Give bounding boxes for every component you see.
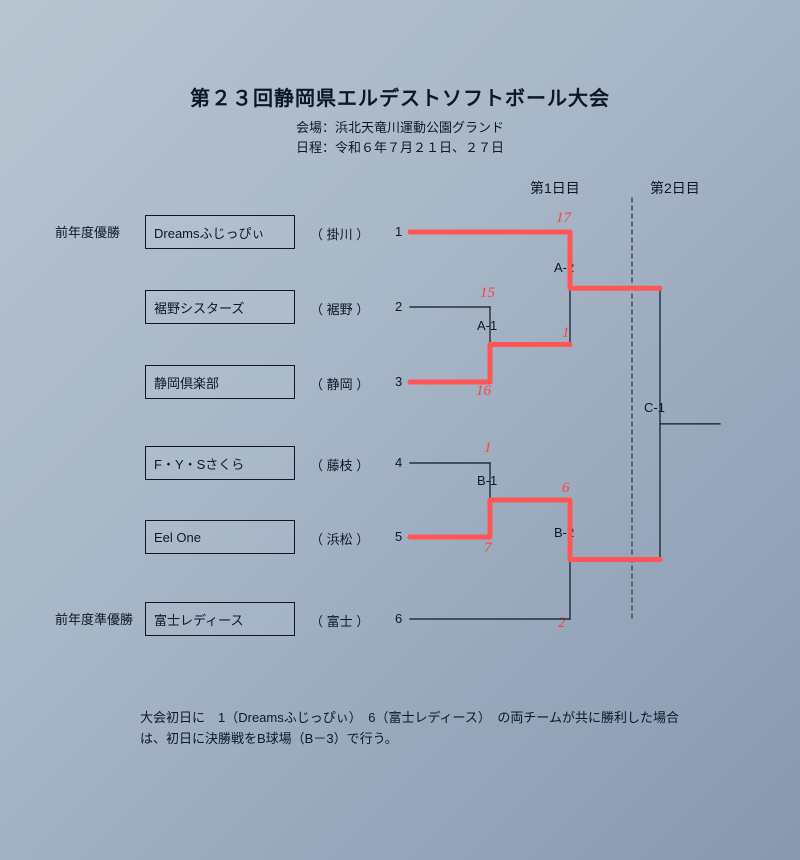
team-seed: 6 [395, 611, 402, 626]
team-seed: 5 [395, 529, 402, 544]
team-box: F・Y・Sさくら [145, 446, 295, 480]
match-c1: C-1 [644, 400, 665, 415]
venue-label: 会場： [296, 120, 335, 135]
venue: 浜北天竜川運動公園グランド [335, 120, 504, 135]
team-seed: 1 [395, 224, 402, 239]
score-a1-a2: 1 [562, 325, 570, 342]
meta-block: 会場：浜北天竜川運動公園グランド 日程：令和６年７月２１日、２７日 [0, 118, 800, 157]
match-a1: A-1 [477, 318, 497, 333]
team-city: （ 藤枝 ） [310, 455, 369, 474]
score-t4-b1: 1 [484, 440, 492, 457]
score-t5-b1: 7 [484, 540, 492, 557]
team-seed: 3 [395, 374, 402, 389]
score-t1-a2: 17 [556, 210, 571, 227]
score-b1-b2: 6 [562, 480, 570, 497]
team-city: （ 富士 ） [310, 611, 369, 630]
prev-runnerup-label: 前年度準優勝 [55, 609, 133, 628]
team-city: （ 静岡 ） [310, 374, 369, 393]
day1-label: 第1日目 [530, 178, 580, 198]
team-box: 裾野シスターズ [145, 290, 295, 324]
prev-champ-label: 前年度優勝 [55, 222, 120, 241]
schedule: 令和６年７月２１日、２７日 [335, 140, 504, 155]
footnote: 大会初日に 1（Dreamsふじっぴぃ） 6（富士レディース） の両チームが共に… [140, 708, 700, 750]
score-t6-b2: 2 [558, 615, 566, 632]
score-t2-a1: 15 [480, 285, 495, 302]
team-box: 富士レディース [145, 602, 295, 636]
day2-label: 第2日目 [650, 178, 700, 198]
sheet: 第２３回静岡県エルデストソフトボール大会 会場：浜北天竜川運動公園グランド 日程… [0, 0, 800, 860]
team-city: （ 浜松 ） [310, 529, 369, 548]
team-seed: 4 [395, 455, 402, 470]
match-b1: B-1 [477, 473, 497, 488]
team-city: （ 掛川 ） [310, 224, 369, 243]
team-city: （ 裾野 ） [310, 299, 369, 318]
page-title: 第２３回静岡県エルデストソフトボール大会 [0, 82, 800, 111]
team-box: Eel One [145, 520, 295, 554]
team-box: 静岡倶楽部 [145, 365, 295, 399]
match-a2: A-2 [554, 260, 574, 275]
score-t3-a1: 16 [476, 383, 491, 400]
match-b2: B-2 [554, 525, 574, 540]
team-seed: 2 [395, 299, 402, 314]
team-box: Dreamsふじっぴぃ [145, 215, 295, 249]
schedule-label: 日程： [296, 140, 335, 155]
